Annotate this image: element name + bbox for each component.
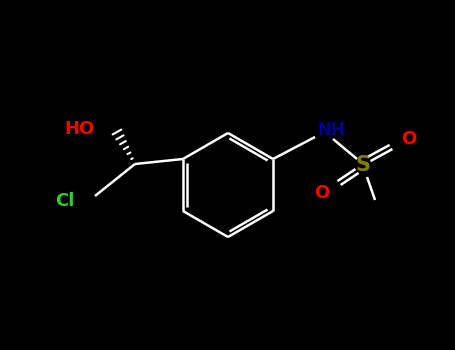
Text: O: O [314, 184, 329, 202]
Text: O: O [401, 130, 416, 148]
Text: NH: NH [317, 121, 345, 139]
Text: Cl: Cl [56, 192, 75, 210]
Text: S: S [355, 155, 370, 175]
Text: HO: HO [65, 120, 95, 138]
